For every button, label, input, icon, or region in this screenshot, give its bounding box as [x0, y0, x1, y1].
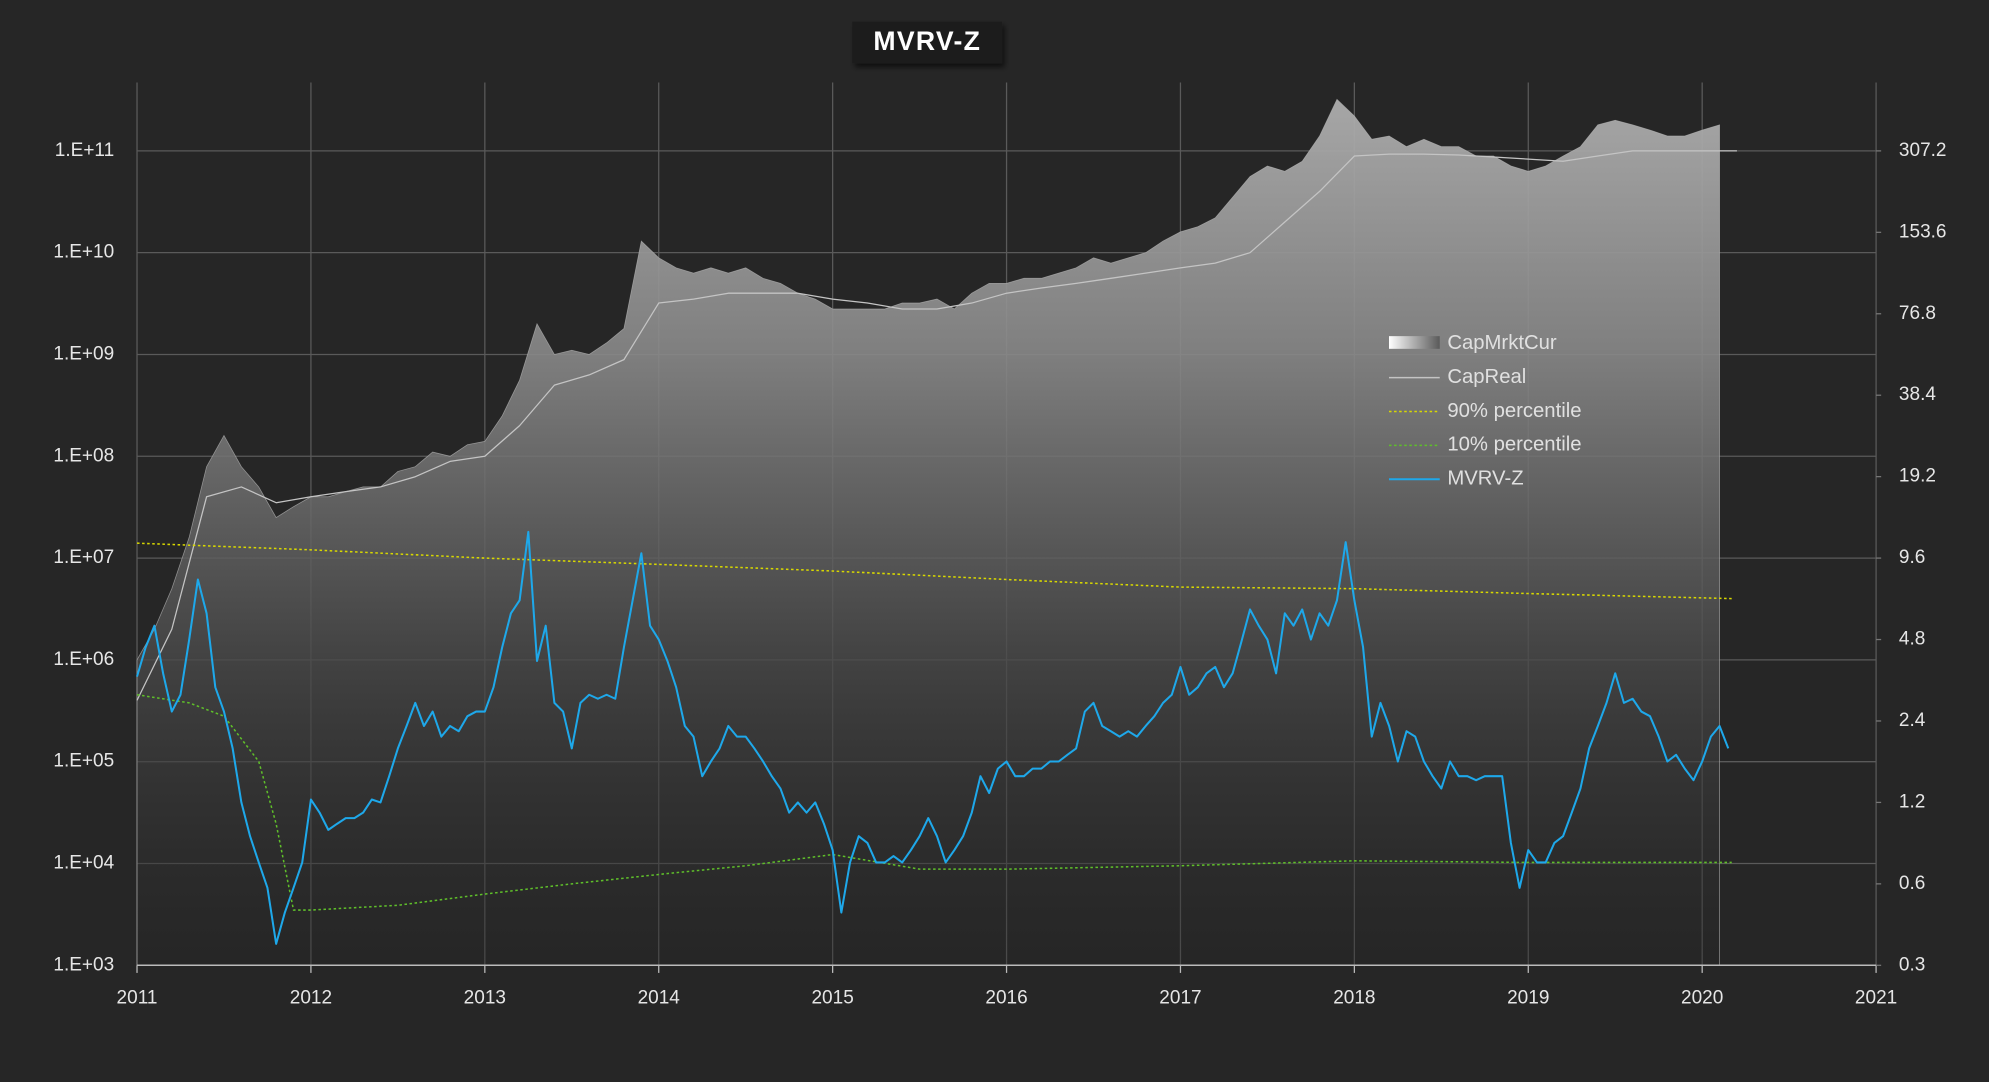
y-tick-label: 1.E+05 [53, 751, 114, 772]
x-tick-label: 2018 [1333, 987, 1375, 1008]
line [136, 694, 1732, 911]
y2-tick-label: 2.4 [1899, 710, 1926, 731]
title-box [852, 21, 1003, 64]
axis-layer: 2011 2012 2013 2014 2015 2016 2017 2018 2019 2020… [53, 140, 1946, 1008]
legend-swatch [1388, 336, 1440, 349]
y-tick-label: 1.E+08 [53, 445, 114, 466]
legend: CapMrktCur CapReal 90% percentile 10% perce… [1388, 332, 1582, 490]
y2-tick-label: 4.8 [1899, 629, 1925, 650]
y2-tick-label: 38.4 [1899, 384, 1936, 405]
line [136, 530, 1730, 945]
x-tick-label: 2015 [811, 987, 853, 1008]
y-tick-label: 1.E+10 [53, 242, 114, 263]
y2-tick-label: 0.3 [1899, 954, 1925, 975]
y-tick-label: 1.E+07 [53, 547, 114, 568]
x-tick-label: 2011 [117, 987, 158, 1008]
data-layer [136, 98, 1737, 966]
x-tick-label: 2021 [1855, 987, 1897, 1008]
x-tick-label: 2019 [1507, 987, 1549, 1008]
legend-label: 90% percentile [1447, 400, 1581, 422]
y2-tick-label: 0.6 [1899, 873, 1925, 894]
legend-label: CapMrktCur [1447, 332, 1557, 354]
legend-label: 10% percentile [1447, 434, 1581, 456]
y2-tick-label: 1.2 [1899, 791, 1925, 812]
y-tick-label: 1.E+04 [53, 853, 114, 874]
y-tick-label: 1.E+03 [53, 954, 114, 975]
x-tick-label: 2017 [1159, 987, 1201, 1008]
line [136, 542, 1732, 600]
x-tick-label: 2013 [464, 987, 506, 1008]
y2-tick-label: 19.2 [1899, 466, 1936, 487]
y-tick-label: 1.E+09 [53, 344, 114, 365]
y-tick-label: 1.E+06 [53, 649, 114, 670]
x-tick-label: 2012 [290, 987, 332, 1008]
y2-tick-label: 153.6 [1899, 221, 1947, 242]
chart-title: MVRV-Z [873, 26, 981, 56]
x-tick-label: 2020 [1681, 987, 1723, 1008]
y2-tick-label: 9.6 [1899, 547, 1925, 568]
y-tick-label: 1.E+11 [55, 140, 114, 161]
x-tick-label: 2014 [638, 987, 681, 1008]
y2-tick-label: 307.2 [1899, 140, 1947, 161]
line [136, 150, 1737, 701]
x-tick-label: 2016 [985, 987, 1027, 1008]
legend-label: CapReal [1447, 366, 1526, 388]
legend-label: MVRV-Z [1447, 468, 1523, 490]
y2-tick-label: 76.8 [1899, 303, 1936, 324]
